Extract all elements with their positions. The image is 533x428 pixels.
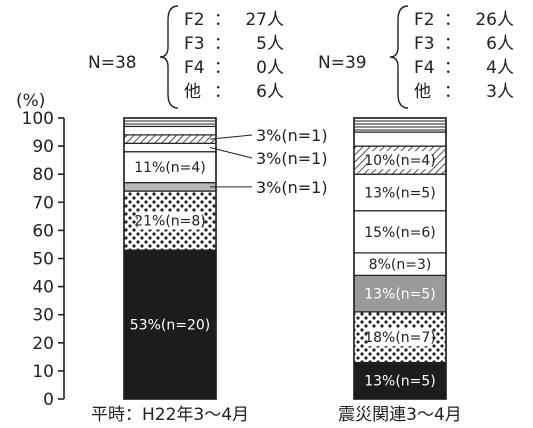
callout-label: 3%(n=1) [256, 178, 328, 197]
bar-segment [353, 117, 447, 133]
group-n-label: N=39 [318, 53, 367, 73]
segment-label-backdrop [137, 211, 203, 230]
y-tick-label: 10 [32, 362, 54, 382]
y-unit-label: (%) [16, 91, 45, 111]
bar-outline [123, 117, 217, 400]
group-summaries-layer: N=38 F2 ： 27人 F3 ： 5人 F4 ： 0人他 ： 6人 N=39 F2 ： 26人 F3 ： 6人 F… [88, 5, 514, 109]
segment-label: 11%(n=4) [134, 160, 206, 176]
bar-segment [123, 125, 217, 136]
bar-segment [353, 173, 447, 212]
group-summary: N=39 F2 ： 26人 F3 ： 6人 F4 ： 4人他 ： 3人 [318, 5, 514, 109]
summary-row-label: F4 [184, 58, 205, 78]
summary-row-label: F2 [184, 10, 205, 30]
summary-row-label: 他 [184, 82, 201, 102]
segment-label-backdrop [367, 328, 433, 347]
group-n-label: N=38 [88, 53, 137, 73]
summary-row-value: 0人 [256, 58, 284, 78]
summary-row-sep: ： [444, 58, 461, 78]
y-tick-label: 40 [32, 278, 54, 298]
segment-label: 18%(n=7) [364, 330, 436, 346]
summary-row-value: 6人 [256, 82, 284, 102]
callouts-layer: 3%(n=1) 3%(n=1) 3%(n=1) [209, 126, 328, 197]
summary-row-label: 他 [414, 82, 431, 102]
summary-brace [389, 5, 409, 109]
callout-leader [209, 147, 253, 159]
summary-row-sep: ： [214, 82, 231, 102]
category-label: 震災関連3～4月 [338, 405, 462, 425]
summary-row-label: F2 [414, 10, 435, 30]
summary-row-sep: ： [444, 34, 461, 54]
summary-row-value: 6人 [486, 34, 514, 54]
y-tick-label: 60 [32, 221, 54, 241]
bar-segment [123, 249, 217, 400]
bar-stack: 13%(n=5) 18%(n=7) 13%(n=5) 8%(n=3) 15%(n=6) 1… [353, 117, 447, 400]
bars-layer: 53%(n=20) 21%(n=8) 11%(n=4) 13%(n=5) 18%(n=7… [123, 117, 447, 400]
summary-row-value: 4人 [486, 58, 514, 78]
summary-brace [159, 5, 179, 109]
y-tick-label: 30 [32, 306, 54, 326]
y-axis: 0 10 20 30 40 50 60 70 80 90 100 [22, 109, 65, 410]
y-tick-label: 0 [43, 390, 54, 410]
y-tick-label: 90 [32, 137, 54, 157]
summary-row-label: F3 [414, 34, 435, 54]
category-labels-layer: 平時：H22年3～4月 震災関連3～4月 [91, 405, 462, 425]
bar-segment [123, 182, 217, 192]
segment-label-backdrop [367, 151, 433, 170]
summary-row-label: F4 [414, 58, 435, 78]
segment-label: 15%(n=6) [364, 225, 436, 241]
y-tick-label: 50 [32, 250, 54, 270]
segment-label: 13%(n=5) [364, 287, 436, 303]
bar-segment [123, 142, 217, 153]
y-tick-label: 80 [32, 165, 54, 185]
summary-row-value: 27人 [245, 10, 284, 30]
segment-label: 53%(n=20) [130, 318, 210, 334]
summary-row-sep: ： [214, 34, 231, 54]
segment-label: 21%(n=8) [134, 214, 206, 230]
callout-label: 3%(n=1) [256, 149, 328, 168]
y-tick-label: 70 [32, 193, 54, 213]
bar-segment [353, 131, 447, 147]
summary-row-value: 5人 [256, 34, 284, 54]
bar-segment [123, 117, 217, 128]
group-summary: N=38 F2 ： 27人 F3 ： 5人 F4 ： 0人他 ： 6人 [88, 5, 284, 109]
bar-segment [123, 134, 217, 144]
bar-stack: 53%(n=20) 21%(n=8) 11%(n=4) [123, 117, 217, 400]
segment-label: 8%(n=3) [369, 257, 432, 273]
summary-row-sep: ： [444, 10, 461, 30]
y-tick-label: 20 [32, 334, 54, 354]
segment-label: 13%(n=5) [364, 374, 436, 390]
bar-outline [353, 117, 447, 400]
callout-leader [209, 134, 253, 140]
segment-label: 13%(n=5) [364, 185, 436, 201]
summary-row-label: F3 [184, 34, 205, 54]
y-tick-label: 100 [22, 109, 54, 129]
summary-row-sep: ： [214, 58, 231, 78]
summary-row-value: 26人 [475, 10, 514, 30]
callout-label: 3%(n=1) [256, 126, 328, 145]
summary-row-sep: ： [444, 82, 461, 102]
segment-label: 10%(n=4) [364, 153, 436, 169]
summary-row-sep: ： [214, 10, 231, 30]
category-label: 平時：H22年3～4月 [91, 405, 249, 425]
summary-row-value: 3人 [486, 82, 514, 102]
